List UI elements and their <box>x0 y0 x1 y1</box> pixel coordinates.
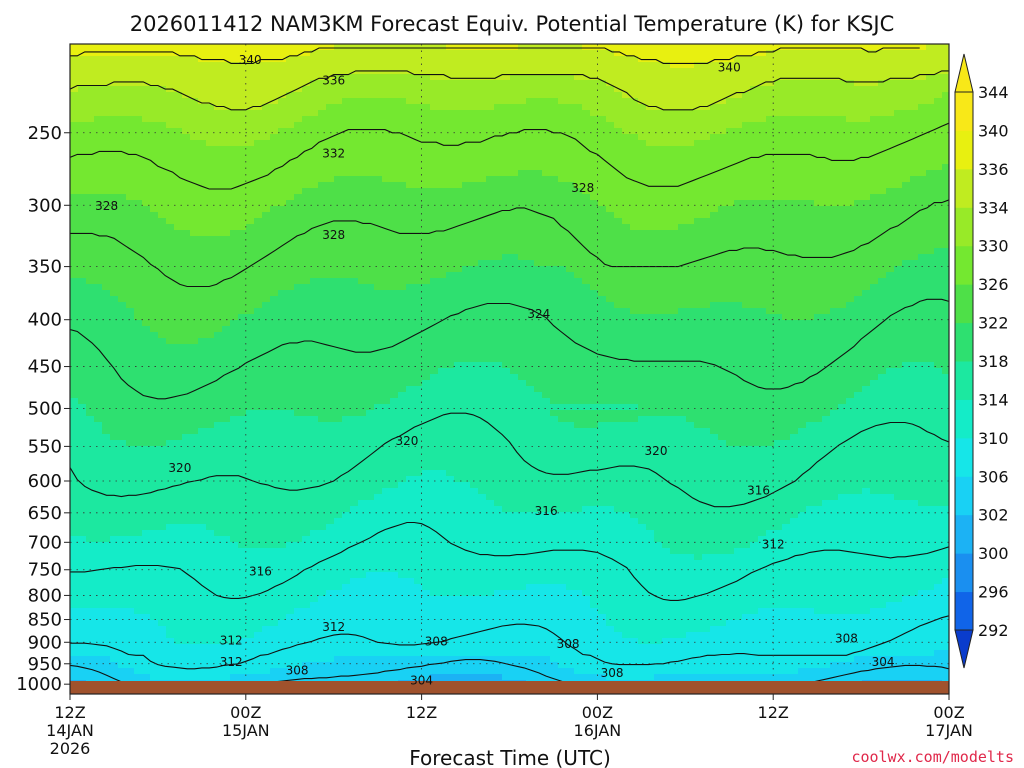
x-tick-label: 12Z <box>758 703 789 722</box>
contour-label: 332 <box>322 146 345 160</box>
colorbar-swatch <box>955 553 973 593</box>
colorbar-label: 336 <box>978 160 1009 179</box>
x-axis-label: Forecast Time (UTC) <box>409 746 611 768</box>
y-tick-label: 700 <box>28 532 62 553</box>
contour-labels: 340 340 336 332 328 328 328 324 320 320 320 316 316 3… <box>95 53 895 688</box>
colorbar-label: 306 <box>978 467 1009 486</box>
y-tick-label: 600 <box>28 471 62 492</box>
contour-label: 320 <box>168 461 191 475</box>
x-tick-label: 14JAN <box>46 721 94 740</box>
y-tick-label: 650 <box>28 503 62 524</box>
y-axis-ticks: 2503003504004505005506006507007508008509… <box>16 123 70 695</box>
contour-label: 328 <box>571 181 594 195</box>
x-tick-label: 16JAN <box>574 721 622 740</box>
x-tick-label: 15JAN <box>222 721 270 740</box>
colorbar: 292 296 300 302 306 310 314 318 322 326 330 334 336 3… <box>954 53 1009 669</box>
contour-label: 316 <box>747 484 770 498</box>
contour-label: 308 <box>835 631 858 645</box>
contour-label: 336 <box>322 74 345 88</box>
contour-label: 304 <box>872 655 895 669</box>
colorbar-label: 318 <box>978 352 1009 371</box>
contour-label: 308 <box>286 664 309 678</box>
x-tick-label: 12Z <box>406 703 437 722</box>
colorbar-swatch <box>955 168 973 208</box>
contour-label: 308 <box>425 634 448 648</box>
colorbar-label: 340 <box>978 121 1009 140</box>
y-tick-label: 450 <box>28 357 62 378</box>
colorbar-swatch <box>955 207 973 247</box>
colorbar-label: 326 <box>978 275 1009 294</box>
contour-fills <box>70 44 949 694</box>
contour-label: 328 <box>95 199 118 213</box>
colorbar-label: 292 <box>978 621 1009 640</box>
colorbar-label: 300 <box>978 544 1009 563</box>
colorbar-swatch <box>955 245 973 285</box>
colorbar-label: 296 <box>978 583 1009 602</box>
y-tick-label: 850 <box>28 610 62 631</box>
colorbar-swatch <box>955 361 973 400</box>
colorbar-label: 302 <box>978 506 1009 525</box>
y-tick-label: 550 <box>28 436 62 457</box>
y-tick-label: 800 <box>28 585 62 606</box>
x-tick-label: 00Z <box>933 703 964 722</box>
colorbar-min-arrow <box>954 629 974 669</box>
plot-area: 340 340 336 332 328 328 328 324 320 320 320 316 316 3… <box>70 44 949 694</box>
contour-label: 320 <box>395 434 418 448</box>
contour-label: 340 <box>239 53 262 67</box>
colorbar-swatch <box>955 476 973 516</box>
colorbar-label: 334 <box>978 198 1009 217</box>
y-tick-label: 400 <box>28 310 62 331</box>
x-tick-label: 12Z <box>54 703 85 722</box>
colorbar-swatch <box>955 437 973 477</box>
colorbar-label: 344 <box>978 83 1009 102</box>
contour-label: 320 <box>645 444 668 458</box>
contour-label: 304 <box>410 674 433 688</box>
x-tick-label: 00Z <box>230 703 261 722</box>
x-tick-label: 17JAN <box>925 721 973 740</box>
colorbar-swatch <box>955 284 973 324</box>
ground-band <box>70 681 949 694</box>
grid-lines <box>70 44 949 694</box>
y-tick-label: 500 <box>28 398 62 419</box>
colorbar-swatch <box>955 514 973 554</box>
colorbar-swatch <box>955 130 973 170</box>
colorbar-label: 310 <box>978 429 1009 448</box>
contour-label: 312 <box>762 538 785 552</box>
plot-frame <box>69 43 950 695</box>
contour-label: 312 <box>322 620 345 634</box>
contour-label: 308 <box>601 666 624 680</box>
contour-label: 312 <box>220 634 243 648</box>
y-tick-label: 300 <box>28 195 62 216</box>
contour-label: 324 <box>527 307 550 321</box>
colorbar-swatch <box>955 399 973 439</box>
y-tick-label: 950 <box>28 654 62 675</box>
contour-label: 316 <box>249 564 272 578</box>
y-tick-label: 900 <box>28 632 62 653</box>
contour-label: 312 <box>220 655 243 669</box>
colorbar-max-arrow <box>954 53 974 93</box>
colorbar-swatch <box>955 591 973 631</box>
y-tick-label: 250 <box>28 123 62 144</box>
credit-text: coolwx.com/modelts <box>851 748 1014 766</box>
colorbar-label: 330 <box>978 237 1009 256</box>
colorbar-label: 314 <box>978 390 1009 409</box>
contour-label: 308 <box>557 637 580 651</box>
contour-label: 340 <box>718 61 741 75</box>
colorbar-swatch <box>955 322 973 362</box>
y-tick-label: 750 <box>28 560 62 581</box>
contour-lines <box>70 47 949 693</box>
x-tick-label: 2026 <box>50 739 91 758</box>
y-tick-label: 350 <box>28 257 62 278</box>
colorbar-label: 322 <box>978 314 1009 333</box>
y-tick-label: 1000 <box>16 674 62 695</box>
contour-label: 316 <box>535 504 558 518</box>
contour-label: 328 <box>322 228 345 242</box>
colorbar-swatch <box>955 92 973 131</box>
colorbar-frame <box>954 91 974 631</box>
chart-title: 2026011412 NAM3KM Forecast Equiv. Potent… <box>130 12 895 36</box>
x-tick-label: 00Z <box>582 703 613 722</box>
